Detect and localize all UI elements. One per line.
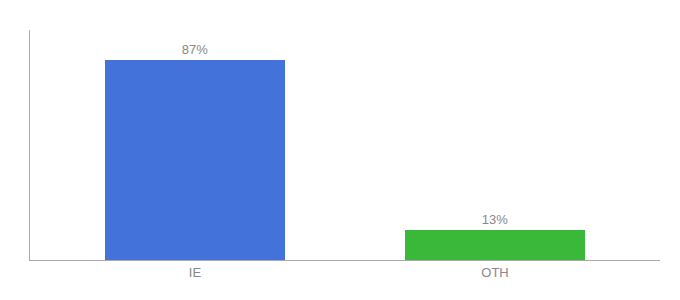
svg-text:13%: 13% <box>482 212 508 227</box>
svg-text:IE: IE <box>189 265 202 280</box>
svg-text:OTH: OTH <box>481 265 508 280</box>
svg-text:87%: 87% <box>182 42 208 57</box>
